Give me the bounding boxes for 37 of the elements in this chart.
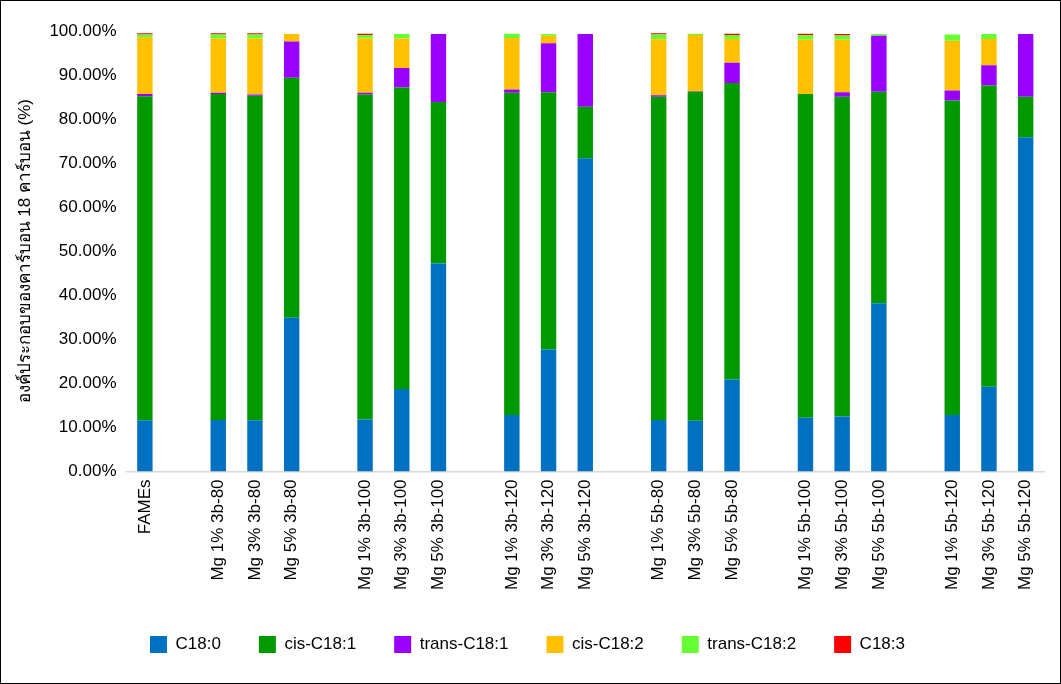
y-tick-label: 20.00% — [58, 373, 117, 393]
y-tick-label: 50.00% — [58, 240, 117, 260]
y-tick-label: 90.00% — [58, 64, 117, 84]
x-tick-label: Mg 3% 3b-120 — [538, 479, 558, 591]
x-tick-label: Mg 5% 5b-80 — [721, 479, 741, 581]
legend-label: cis-C18:2 — [572, 634, 644, 654]
x-tick-label: Mg 1% 3b-80 — [207, 479, 227, 581]
x-tick-label: Mg 1% 3b-100 — [354, 479, 374, 591]
x-tick-label: Mg 5% 5b-120 — [1015, 479, 1035, 591]
x-tick-label: Mg 3% 3b-80 — [244, 479, 264, 581]
legend-label: trans-C18:2 — [707, 634, 797, 654]
x-tick-label: Mg 3% 5b-80 — [685, 479, 705, 581]
y-tick-label: 10.00% — [58, 417, 117, 437]
x-tick-label: Mg 3% 3b-100 — [391, 479, 411, 591]
y-tick-label: 30.00% — [58, 328, 117, 348]
x-tick-label: Mg 5% 3b-80 — [281, 479, 301, 581]
y-axis-title: องค์ประกอบของคาร์บอน 18 คาร์บอน (%) — [14, 98, 34, 404]
legend-label: trans-C18:1 — [419, 634, 509, 654]
x-tick-label: Mg 1% 5b-80 — [648, 479, 668, 581]
y-tick-label: 70.00% — [58, 152, 117, 172]
y-tick-label: 60.00% — [58, 196, 117, 216]
legend-label: cis-C18:1 — [284, 634, 357, 654]
y-tick-label: 100.00% — [49, 20, 117, 40]
x-tick-label: Mg 1% 5b-120 — [941, 479, 961, 591]
x-tick-label: Mg 3% 5b-100 — [831, 479, 851, 591]
x-tick-label: Mg 3% 5b-120 — [978, 479, 998, 591]
x-tick-label: Mg 1% 3b-120 — [501, 479, 521, 591]
x-tick-label: FAMEs — [134, 479, 154, 535]
x-tick-label: Mg 5% 3b-100 — [428, 479, 448, 591]
x-tick-label: Mg 5% 3b-120 — [574, 479, 594, 591]
y-tick-label: 40.00% — [58, 284, 117, 304]
x-tick-label: Mg 1% 5b-100 — [795, 479, 815, 591]
y-tick-label: 0.00% — [68, 461, 117, 481]
y-tick-label: 80.00% — [58, 108, 117, 128]
x-tick-label: Mg 5% 5b-100 — [868, 479, 888, 591]
legend-label: C18:0 — [175, 634, 221, 654]
legend-label: C18:3 — [859, 634, 905, 654]
